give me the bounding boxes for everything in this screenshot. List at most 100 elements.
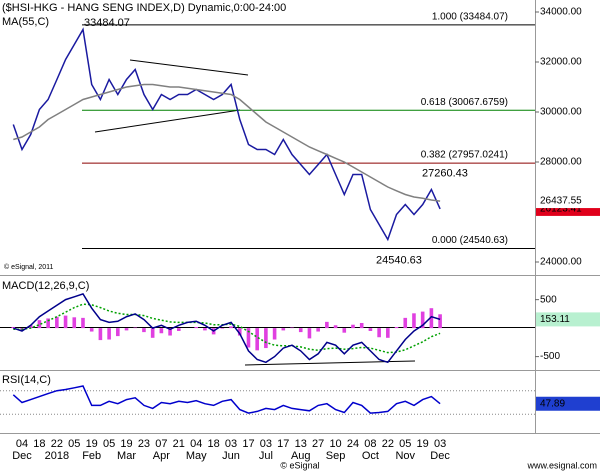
histogram-bar xyxy=(237,328,242,336)
x-month-label: Apr xyxy=(153,450,170,462)
x-tick-label: 18 xyxy=(208,438,220,450)
histogram-bar xyxy=(142,328,146,333)
value-label: 26123.41 xyxy=(540,204,582,215)
histogram-bar xyxy=(98,328,103,341)
x-month-label: Sep xyxy=(326,450,346,462)
x-tick-label: 03 xyxy=(225,438,237,450)
histogram-bar xyxy=(420,311,425,329)
histogram-bar xyxy=(81,317,85,329)
y-tick-label: 500 xyxy=(540,294,557,305)
histogram-bar xyxy=(316,328,320,332)
histogram-bar xyxy=(272,328,277,340)
annotation: 27260.43 xyxy=(422,167,468,179)
level-label: 0.000 (24540.63) xyxy=(432,235,508,246)
histogram-bar xyxy=(264,328,268,349)
histogram-bar xyxy=(55,316,59,329)
histogram-bar xyxy=(438,314,442,329)
histogram-bar xyxy=(28,325,33,329)
histogram-bar xyxy=(133,327,138,329)
histogram-bar xyxy=(176,328,181,331)
x-tick-label: 03 xyxy=(434,438,446,450)
x-month-label: Jul xyxy=(259,450,273,462)
x-tick-label: 21 xyxy=(173,438,185,450)
histogram-bar xyxy=(72,317,77,329)
histogram-bar xyxy=(325,321,329,329)
histogram-bar xyxy=(89,328,94,332)
histogram-bar xyxy=(394,326,399,329)
x-tick-label: 05 xyxy=(103,438,115,450)
level-label: 0.382 (27957.0241) xyxy=(421,150,508,161)
histogram-bar xyxy=(246,328,251,348)
x-tick-label: 17 xyxy=(277,438,289,450)
histogram-bar xyxy=(159,328,164,334)
x-month-label: May xyxy=(186,450,207,462)
x-tick-label: 24 xyxy=(347,438,359,450)
value-label: 47.89 xyxy=(540,398,565,409)
x-month-label: Feb xyxy=(82,450,101,462)
histogram-bar xyxy=(290,327,294,329)
trendline xyxy=(94,109,241,133)
series-line xyxy=(13,292,441,364)
x-tick-label: 27 xyxy=(312,438,324,450)
series-line xyxy=(13,83,441,202)
histogram-bar xyxy=(281,328,286,331)
series-line xyxy=(12,27,441,242)
x-tick-label: 10 xyxy=(329,438,341,450)
value-label: 153.11 xyxy=(540,314,570,325)
x-tick-label: 18 xyxy=(33,438,45,450)
x-month-label: Aug xyxy=(291,450,311,462)
x-tick-label: 19 xyxy=(86,438,98,450)
histogram-bar xyxy=(229,326,233,329)
trendline xyxy=(129,59,249,76)
x-tick-label: 23 xyxy=(138,438,150,450)
histogram-bar xyxy=(220,328,225,329)
x-tick-label: 08 xyxy=(364,438,376,450)
watermark: © eSignal, 2011 xyxy=(4,263,54,271)
x-tick-label: 19 xyxy=(120,438,132,450)
histogram-bar xyxy=(403,317,408,329)
histogram-bar xyxy=(46,318,50,329)
x-month-label: Nov xyxy=(395,450,415,462)
histogram-bar xyxy=(116,328,120,337)
histogram-bar xyxy=(168,328,172,336)
value-label-box xyxy=(536,312,600,327)
histogram-bar xyxy=(63,315,68,329)
series-line xyxy=(12,385,441,414)
y-tick-label: -500 xyxy=(540,351,560,362)
level-label: 0.618 (30067.6759) xyxy=(421,97,508,108)
x-tick-label: 22 xyxy=(382,438,394,450)
histogram-bar xyxy=(412,313,416,329)
footer-text: www.esignal.com xyxy=(526,460,597,470)
x-tick-label: 03 xyxy=(260,438,272,450)
histogram-bar xyxy=(359,323,364,329)
x-tick-label: 22 xyxy=(51,438,63,450)
x-tick-label: 17 xyxy=(242,438,254,450)
y-tick-label: 32000.00 xyxy=(540,57,582,68)
y-tick-label: 24000.00 xyxy=(540,257,582,268)
x-tick-label: 05 xyxy=(399,438,411,450)
histogram-bar xyxy=(11,326,16,329)
histogram-bar xyxy=(377,328,381,338)
histogram-bar xyxy=(368,328,373,331)
x-tick-label: 13 xyxy=(295,438,307,450)
histogram-bar xyxy=(255,328,259,351)
footer-text: © eSignal xyxy=(280,460,319,470)
histogram-bar xyxy=(150,328,155,338)
histogram-bar xyxy=(307,328,312,339)
chart-title: ($HSI-HKG - HANG SENG INDEX,D) Dynamic,0… xyxy=(2,2,286,14)
histogram-bar xyxy=(429,308,434,329)
x-month-label: Oct xyxy=(362,450,379,462)
histogram-bar xyxy=(333,325,338,329)
x-tick-label: 05 xyxy=(68,438,80,450)
histogram-bar xyxy=(342,328,347,333)
x-tick-label: 04 xyxy=(16,438,28,450)
histogram-bar xyxy=(194,326,199,329)
annotation: 33484.07 xyxy=(84,17,130,29)
histogram-bar xyxy=(107,328,111,340)
y-tick-label: 30000.00 xyxy=(540,107,582,118)
x-tick-label: 19 xyxy=(417,438,429,450)
x-month-label: Jun xyxy=(222,450,240,462)
histogram-bar xyxy=(37,320,42,329)
x-month-label: 2018 xyxy=(45,450,69,462)
